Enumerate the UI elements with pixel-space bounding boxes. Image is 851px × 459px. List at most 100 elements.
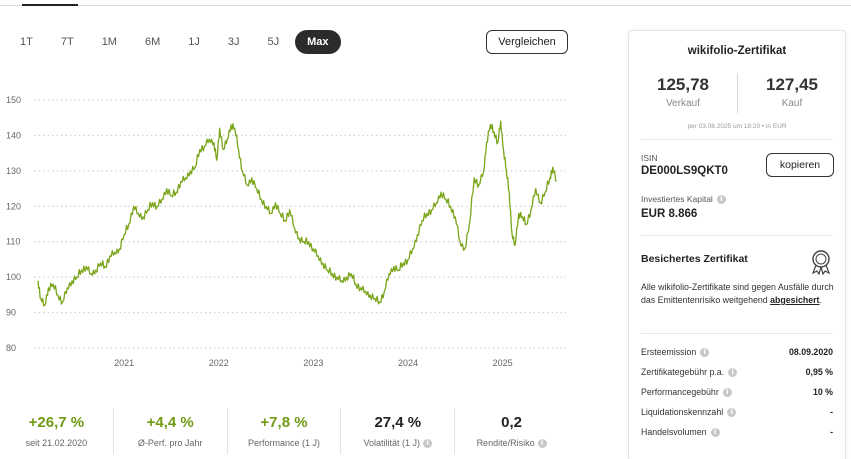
secured-text-end: . xyxy=(819,295,822,305)
detail-key: Liquidationskennzahl xyxy=(641,407,724,417)
secured-title: Besichertes Zertifikat xyxy=(641,253,748,265)
info-icon[interactable]: i xyxy=(710,427,720,437)
stat-label-row: Ø-Perf. pro Jahr xyxy=(114,438,227,448)
range-button-6m[interactable]: 6M xyxy=(144,36,161,48)
detail-value: - xyxy=(830,407,833,417)
certificate-panel: wikifolio-Zertifikat 125,78 Verkauf 127,… xyxy=(628,30,846,459)
stat-label: seit 21.02.2020 xyxy=(25,438,88,448)
range-button-1m[interactable]: 1M xyxy=(101,36,117,48)
detail-key: Performancegebühr xyxy=(641,387,719,397)
copy-isin-button[interactable]: kopieren xyxy=(766,153,834,177)
detail-row: Zertifikategebühr p.a. i 0,95 % xyxy=(641,363,833,381)
stat-label-row: seit 21.02.2020 xyxy=(0,438,113,448)
capital-value: EUR 8.866 xyxy=(641,208,698,220)
detail-key: Zertifikategebühr p.a. xyxy=(641,367,725,377)
award-badge-icon xyxy=(811,250,831,275)
compare-button[interactable]: Vergleichen xyxy=(486,30,568,54)
stat-value: 27,4 % xyxy=(374,414,422,431)
info-icon[interactable]: i xyxy=(537,438,547,448)
range-button-7t[interactable]: 7T xyxy=(60,36,74,48)
y-tick-label: 140 xyxy=(6,130,21,140)
detail-value: 10 % xyxy=(812,387,833,397)
stat-value: 0,2 xyxy=(501,414,523,431)
stats-row: +26,7 % seit 21.02.2020 +4,4 % Ø-Perf. pro … xyxy=(0,408,568,454)
info-icon[interactable]: i xyxy=(728,367,738,377)
divider xyxy=(641,235,833,236)
stat-label: Ø-Perf. pro Jahr xyxy=(137,438,203,448)
y-tick-label: 150 xyxy=(6,95,21,105)
detail-row: Performancegebühr i 10 % xyxy=(641,383,833,401)
price-timestamp: per 03.08.2025 um 18:20 • in EUR xyxy=(687,123,787,130)
sell-price: 125,78 xyxy=(657,75,709,94)
stat-label-row: Performance (1 J) xyxy=(228,438,341,448)
detail-row: Liquidationskennzahl i - xyxy=(641,403,833,421)
isin-value: DE000LS9QKT0 xyxy=(641,165,728,177)
detail-value: - xyxy=(830,427,833,437)
stat-item: 27,4 % Volatilität (1 J) i xyxy=(340,408,454,454)
y-tick-label: 130 xyxy=(6,166,21,176)
range-button-max[interactable]: Max xyxy=(295,30,341,54)
y-tick-label: 100 xyxy=(6,272,21,282)
detail-row: Handelsvolumen i - xyxy=(641,423,833,441)
stat-value: +26,7 % xyxy=(28,414,85,431)
y-tick-label: 120 xyxy=(6,201,21,211)
stat-item: 0,2 Rendite/Risiko i xyxy=(454,408,568,454)
time-range-selector: 1T 7T 1M 6M 1J 3J 5J Max xyxy=(8,30,345,54)
stat-value: +7,8 % xyxy=(260,414,308,431)
range-button-1j[interactable]: 1J xyxy=(188,36,200,48)
stat-label-row: Rendite/Risiko i xyxy=(455,438,568,448)
secured-link[interactable]: abgesichert xyxy=(770,295,820,305)
y-tick-label: 90 xyxy=(6,308,16,318)
price-separator xyxy=(737,73,738,113)
stat-label: Rendite/Risiko xyxy=(476,438,535,448)
x-tick-label: 2023 xyxy=(303,358,323,368)
isin-label: ISIN xyxy=(641,153,658,163)
divider xyxy=(641,333,833,334)
detail-value: 08.09.2020 xyxy=(788,347,833,357)
secured-text: Alle wikifolio-Zertifikate sind gegen Au… xyxy=(641,282,834,305)
capital-label: Investiertes Kapital xyxy=(641,194,713,204)
detail-key-wrap: Ersteemission i xyxy=(641,347,710,357)
panel-title: wikifolio-Zertifikat xyxy=(687,45,787,57)
performance-chart: 80 90 100 110 120 130 140 150 2021 2022 2023 2024 20… xyxy=(6,95,566,368)
info-icon[interactable]: i xyxy=(716,194,726,204)
info-icon[interactable]: i xyxy=(722,387,732,397)
y-tick-label: 80 xyxy=(6,343,16,353)
info-icon[interactable]: i xyxy=(727,407,737,417)
stat-item: +4,4 % Ø-Perf. pro Jahr xyxy=(112,408,227,454)
x-tick-label: 2021 xyxy=(114,358,134,368)
info-icon[interactable]: i xyxy=(700,347,710,357)
detail-key-wrap: Handelsvolumen i xyxy=(641,427,720,437)
divider xyxy=(641,139,833,140)
detail-key-wrap: Liquidationskennzahl i xyxy=(641,407,737,417)
buy-price-box: 127,45 Kauf xyxy=(738,75,846,109)
stat-item: +7,8 % Performance (1 J) xyxy=(226,408,341,454)
secured-text-block: Alle wikifolio-Zertifikate sind gegen Au… xyxy=(641,281,839,307)
range-button-1t[interactable]: 1T xyxy=(20,36,33,48)
range-button-3j[interactable]: 3J xyxy=(227,36,240,48)
x-tick-label: 2025 xyxy=(493,358,513,368)
detail-key: Ersteemission xyxy=(641,347,697,357)
top-tab-rule xyxy=(0,5,851,6)
detail-value: 0,95 % xyxy=(805,367,833,377)
stat-label: Performance (1 J) xyxy=(247,438,320,448)
x-tick-label: 2024 xyxy=(398,358,418,368)
performance-line xyxy=(37,120,558,307)
detail-row: Ersteemission i 08.09.2020 xyxy=(641,343,833,361)
detail-key-wrap: Performancegebühr i xyxy=(641,387,732,397)
active-tab-indicator xyxy=(22,4,78,6)
x-tick-label: 2022 xyxy=(209,358,229,368)
capital-label-row: Investiertes Kapital i xyxy=(641,194,726,204)
buy-label: Kauf xyxy=(781,98,803,109)
detail-key: Handelsvolumen xyxy=(641,427,707,437)
stat-label-row: Volatilität (1 J) i xyxy=(341,438,454,448)
sell-price-box: 125,78 Verkauf xyxy=(629,75,737,109)
detail-key-wrap: Zertifikategebühr p.a. i xyxy=(641,367,738,377)
stat-value: +4,4 % xyxy=(146,414,194,431)
info-icon[interactable]: i xyxy=(423,438,433,448)
buy-price: 127,45 xyxy=(766,75,818,94)
range-button-5j[interactable]: 5J xyxy=(267,36,280,48)
y-tick-label: 110 xyxy=(6,237,20,247)
stat-label: Volatilität (1 J) xyxy=(363,438,421,448)
sell-label: Verkauf xyxy=(666,98,700,109)
